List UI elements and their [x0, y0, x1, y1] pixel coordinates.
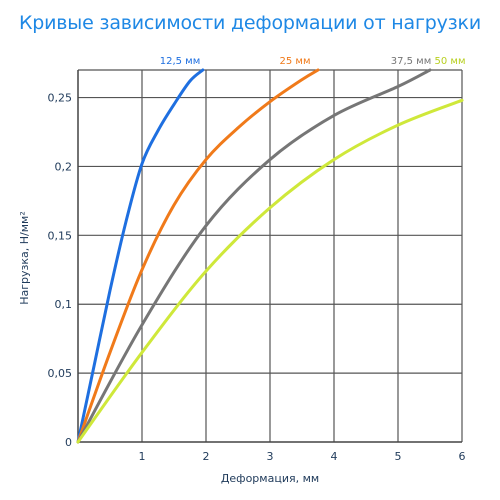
series-label: 25 мм	[280, 56, 311, 67]
x-tick-label: 5	[395, 450, 402, 463]
x-tick-label: 2	[203, 450, 210, 463]
x-tick-label: 4	[331, 450, 338, 463]
series-label: 12,5 мм	[160, 56, 201, 67]
series-line	[76, 68, 320, 444]
tick-labels: 1 2 3 4 5 6 0 0,05 0,1 0,15 0,2 0,25	[48, 92, 466, 463]
chart-title: Кривые зависимости деформации от нагрузк…	[19, 12, 481, 34]
x-axis-label: Деформация, мм	[221, 472, 319, 485]
series-line	[76, 98, 464, 444]
y-tick-label: 0	[65, 436, 72, 449]
y-tick-label: 0,25	[48, 92, 73, 105]
series-label: 37,5 мм	[391, 56, 432, 67]
grid	[78, 69, 463, 442]
y-tick-label: 0,15	[48, 229, 73, 242]
axes	[77, 70, 462, 443]
y-tick-label: 0,05	[48, 367, 73, 380]
series-lines	[76, 68, 464, 444]
series-label: 50 мм	[435, 56, 466, 67]
series-line	[76, 68, 205, 444]
series-line	[76, 68, 432, 444]
x-tick-label: 6	[459, 450, 466, 463]
x-tick-label: 1	[139, 450, 146, 463]
y-tick-label: 0,1	[55, 298, 73, 311]
x-tick-label: 3	[267, 450, 274, 463]
series-labels: 12,5 мм 25 мм 37,5 мм 50 мм	[160, 56, 466, 67]
y-axis-label: Нагрузка, Н/мм²	[18, 211, 31, 305]
y-tick-label: 0,2	[55, 160, 73, 173]
